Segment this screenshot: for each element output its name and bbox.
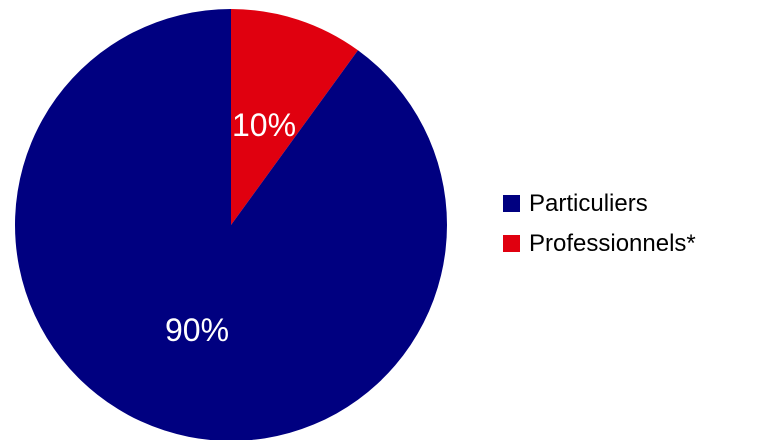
pie-slice-particuliers — [15, 9, 447, 440]
legend-swatch — [503, 195, 520, 212]
slice-value-label: 10% — [232, 107, 296, 143]
legend: Particuliers Professionnels* — [503, 190, 696, 257]
legend-label: Particuliers — [529, 190, 648, 217]
slice-value-label: 90% — [165, 312, 229, 348]
pie-slices — [15, 9, 447, 440]
pie-slice-labels: 10% 90% — [165, 107, 296, 348]
legend-label: Professionnels* — [529, 230, 696, 257]
legend-swatch — [503, 235, 520, 252]
pie-slice-professionnels — [231, 9, 358, 225]
